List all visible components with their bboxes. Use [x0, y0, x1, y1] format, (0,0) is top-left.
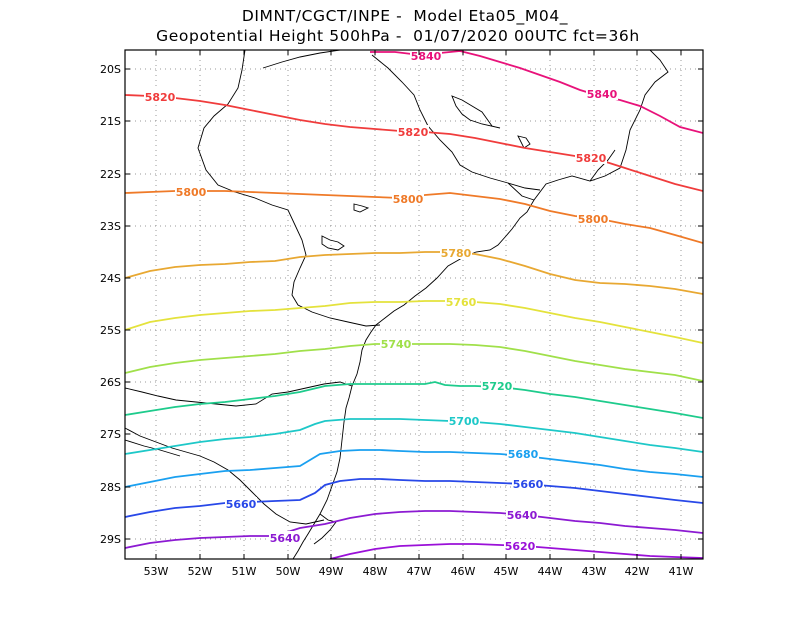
state-border-3 — [371, 54, 541, 191]
contour-label-5620: 5620 — [505, 540, 536, 553]
state-border-1 — [197, 50, 381, 327]
contour-label-bg — [586, 87, 618, 100]
contour-line-5640 — [125, 510, 703, 549]
lon-label: 51W — [232, 565, 257, 578]
lon-label: 44W — [538, 565, 563, 578]
contour-label-5660: 5660 — [513, 478, 544, 491]
map-title: DIMNT/CGCT/INPE - Model Eta05_M04_ Geopo… — [0, 0, 800, 50]
lon-label: 43W — [582, 565, 607, 578]
contour-label-5800: 5800 — [578, 213, 609, 226]
contour-line-5740 — [125, 343, 703, 382]
contour-line-5720 — [125, 381, 703, 419]
lagoon — [313, 513, 337, 545]
title-line-2: Geopotential Height 500hPa - 01/07/2020 … — [156, 27, 640, 45]
lon-label: 46W — [451, 565, 476, 578]
lon-label: 52W — [188, 565, 213, 578]
contour-label-5760: 5760 — [446, 296, 477, 309]
lat-label: 27S — [100, 428, 121, 441]
island-3 — [353, 203, 370, 213]
contour-label-bg — [397, 125, 429, 138]
lat-label: 23S — [100, 220, 121, 233]
contour-labels: 5840 5840 5820 5820 5820 5800 5800 5800 5780 5760… — [144, 49, 618, 553]
contour-label-bg — [577, 212, 609, 225]
island-4 — [517, 135, 531, 149]
contour-label-5720: 5720 — [482, 380, 513, 393]
lon-label: 42W — [625, 565, 650, 578]
contour-label-bg — [512, 477, 544, 490]
contour-label-bg — [380, 337, 412, 350]
state-border-5 — [507, 182, 535, 201]
contour-label-5820: 5820 — [398, 126, 429, 139]
lon-label: 41W — [669, 565, 694, 578]
contour-label-bg — [410, 49, 442, 62]
contour-label-5660: 5660 — [226, 498, 257, 511]
coastline — [292, 50, 669, 559]
axis-ticks: 53W 52W 51W 50W 49W 48W 47W 46W 45W 44W 43W 42W 41W 2… — [100, 50, 703, 578]
contour-line-5780 — [125, 251, 703, 295]
contour-label-bg — [445, 295, 477, 308]
contour-label-5820: 5820 — [576, 152, 607, 165]
title-line-1: DIMNT/CGCT/INPE - Model Eta05_M04_ — [241, 7, 569, 25]
contour-label-bg — [504, 539, 536, 552]
contour-label-5640: 5640 — [507, 509, 538, 522]
contour-label-bg — [448, 414, 480, 427]
contour-label-bg — [175, 185, 207, 198]
contour-label-bg — [392, 192, 424, 205]
lon-label: 48W — [363, 565, 388, 578]
lat-label: 21S — [100, 115, 121, 128]
island-1 — [451, 95, 501, 129]
contour-label-5840: 5840 — [411, 50, 442, 63]
state-border-6 — [125, 381, 353, 407]
contour-label-5780: 5780 — [441, 247, 472, 260]
contour-label-bg — [269, 531, 301, 544]
contour-lines — [125, 50, 703, 559]
contour-label-5640: 5640 — [270, 532, 301, 545]
contour-line-5700 — [125, 418, 703, 455]
contour-label-5700: 5700 — [449, 415, 480, 428]
lon-label: 45W — [494, 565, 519, 578]
lon-label: 50W — [276, 565, 301, 578]
contour-label-5680: 5680 — [508, 448, 539, 461]
state-border-2 — [262, 50, 341, 69]
contour-label-bg — [575, 151, 607, 164]
contour-label-5740: 5740 — [381, 338, 412, 351]
lat-label: 26S — [100, 376, 121, 389]
contour-label-5820: 5820 — [145, 91, 176, 104]
lat-label: 20S — [100, 63, 121, 76]
contour-line-5680 — [125, 449, 703, 488]
lat-label: 24S — [100, 272, 121, 285]
contour-label-5800: 5800 — [393, 193, 424, 206]
contour-line-5760 — [125, 300, 703, 344]
contour-label-bg — [481, 379, 513, 392]
contour-label-bg — [440, 246, 472, 259]
lon-label: 53W — [144, 565, 169, 578]
plot-frame — [124, 49, 704, 560]
country-border-2 — [125, 439, 181, 457]
contour-label-bg — [507, 447, 539, 460]
contour-label-5800: 5800 — [176, 186, 207, 199]
lat-label: 25S — [100, 324, 121, 337]
island-2 — [321, 235, 345, 251]
contour-label-5840: 5840 — [587, 88, 618, 101]
lon-label: 49W — [319, 565, 344, 578]
lat-label: 28S — [100, 481, 121, 494]
contour-label-bg — [506, 508, 538, 521]
contour-label-bg — [144, 90, 176, 103]
lon-label: 47W — [407, 565, 432, 578]
lat-label: 22S — [100, 168, 121, 181]
state-border-4 — [589, 149, 616, 182]
lat-label: 29S — [100, 533, 121, 546]
contour-label-bg — [225, 497, 257, 510]
